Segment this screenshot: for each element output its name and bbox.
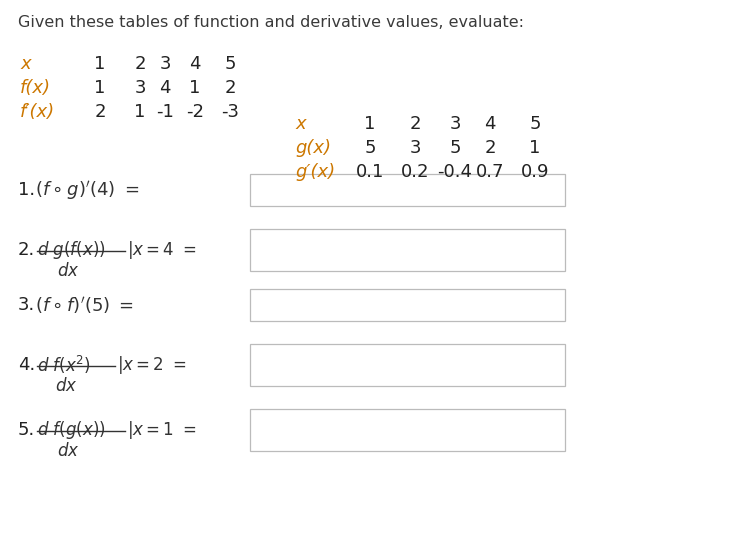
Text: -1: -1 [156,103,174,121]
Text: -3: -3 [221,103,239,121]
Text: 3: 3 [159,55,171,73]
Text: 3: 3 [134,79,146,97]
Text: $dx$: $dx$ [57,262,80,280]
Text: $(f \circ f)'(5)\ =$: $(f \circ f)'(5)\ =$ [35,294,134,316]
Text: 3: 3 [409,139,421,157]
Text: 4: 4 [485,115,496,133]
Text: 5.: 5. [18,421,35,439]
FancyBboxPatch shape [250,409,565,451]
Text: $d\ g(f(x))$: $d\ g(f(x))$ [37,239,106,261]
Text: 1: 1 [364,115,376,133]
FancyBboxPatch shape [250,174,565,206]
Text: $|x = 1\ =$: $|x = 1\ =$ [127,419,196,441]
Text: 5: 5 [364,139,376,157]
Text: $dx$: $dx$ [55,377,78,395]
Text: $dx$: $dx$ [57,442,80,460]
Text: 1: 1 [95,55,106,73]
Text: 0.2: 0.2 [401,163,430,181]
Text: 2: 2 [409,115,421,133]
Text: 1: 1 [95,79,106,97]
FancyBboxPatch shape [250,344,565,386]
Text: 2: 2 [485,139,496,157]
Text: 5: 5 [529,115,541,133]
Text: 2.: 2. [18,241,35,259]
Text: 4: 4 [159,79,171,97]
Text: $d\ f(x^2)$: $d\ f(x^2)$ [37,354,91,376]
Text: 4.: 4. [18,356,35,374]
Text: x: x [295,115,306,133]
Text: 1.: 1. [18,181,35,199]
FancyBboxPatch shape [250,289,565,321]
Text: 1: 1 [189,79,201,97]
Text: -0.4: -0.4 [438,163,473,181]
Text: f′(x): f′(x) [20,103,55,121]
Text: 2: 2 [224,79,236,97]
Text: 1: 1 [134,103,146,121]
FancyBboxPatch shape [250,229,565,271]
Text: f(x): f(x) [20,79,51,97]
Text: g′(x): g′(x) [295,163,335,181]
Text: $d\ f(g(x))$: $d\ f(g(x))$ [37,419,106,441]
Text: 5: 5 [224,55,236,73]
Text: 1: 1 [529,139,541,157]
Text: $(f \circ g)'(4)\ =$: $(f \circ g)'(4)\ =$ [35,179,139,202]
Text: x: x [20,55,31,73]
Text: 0.1: 0.1 [356,163,384,181]
Text: Given these tables of function and derivative values, evaluate:: Given these tables of function and deriv… [18,15,524,30]
Text: 3: 3 [449,115,461,133]
Text: $|x = 2\ =$: $|x = 2\ =$ [117,354,186,376]
Text: 0.9: 0.9 [520,163,549,181]
Text: 2: 2 [134,55,146,73]
Text: $|x = 4\ =$: $|x = 4\ =$ [127,239,196,261]
Text: 0.7: 0.7 [476,163,504,181]
Text: 2: 2 [95,103,106,121]
Text: g(x): g(x) [295,139,331,157]
Text: -2: -2 [186,103,204,121]
Text: 5: 5 [449,139,461,157]
Text: 4: 4 [189,55,201,73]
Text: 3.: 3. [18,296,35,314]
